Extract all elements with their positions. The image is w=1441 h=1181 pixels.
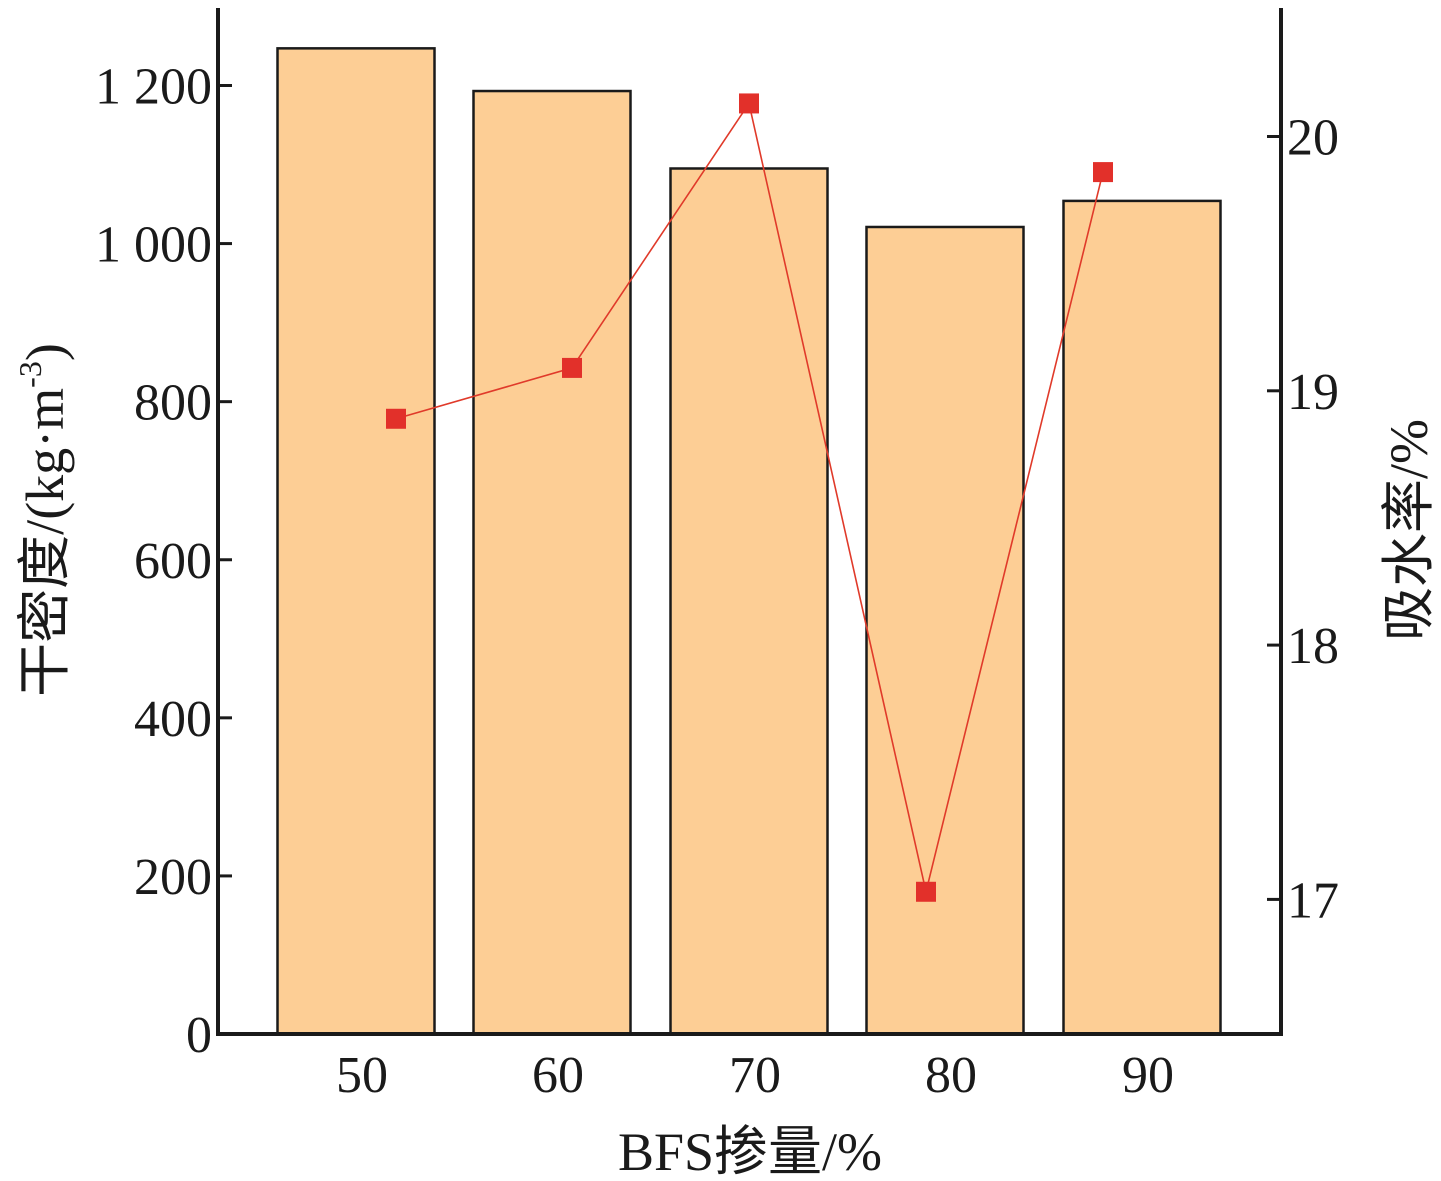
bar-80	[865, 225, 1025, 1036]
left-tick-label: 600	[134, 533, 212, 590]
line-series-group	[386, 93, 1113, 902]
water-absorption-point-80	[916, 881, 936, 902]
right-tick-label: 20	[1287, 110, 1339, 167]
water-absorption-point-60	[562, 357, 582, 378]
left-ticks-group: 0 200 400 600 800 1 000 1 200	[95, 59, 232, 1064]
left-axis-title-main: 干密度/(kg·m	[15, 388, 75, 697]
bars-group	[276, 47, 1222, 1036]
x-tick-label: 50	[336, 1047, 388, 1104]
bar-50	[276, 47, 436, 1036]
x-tick-label: 60	[532, 1047, 584, 1104]
right-tick-label: 18	[1287, 618, 1339, 675]
right-axis-title: 吸水率/%	[1379, 419, 1439, 641]
water-absorption-point-70	[739, 93, 759, 114]
x-tick-label: 80	[925, 1047, 977, 1104]
left-tick-label: 800	[134, 375, 212, 432]
water-absorption-point-50	[386, 408, 406, 429]
left-tick-label: 1 000	[95, 217, 212, 274]
x-axis-title: BFS掺量/%	[618, 1122, 882, 1181]
right-tick-label: 17	[1287, 872, 1339, 929]
left-axis-title-superscript: -3	[12, 361, 48, 388]
left-tick-label: 200	[134, 849, 212, 906]
bar-70	[669, 167, 829, 1036]
left-axis-title: 干密度/(kg·m-3)	[12, 343, 75, 697]
bar-90	[1062, 199, 1222, 1036]
left-tick-label: 400	[134, 691, 212, 748]
x-tick-label: 70	[729, 1047, 781, 1104]
x-tick-label: 90	[1122, 1047, 1174, 1104]
right-ticks-group: 17 18 19 20	[1267, 110, 1339, 929]
bar-60	[472, 89, 632, 1036]
left-axis-title-close: )	[15, 343, 75, 361]
left-tick-label: 0	[186, 1007, 212, 1064]
left-tick-label: 1 200	[95, 59, 212, 116]
water-absorption-point-90	[1093, 162, 1113, 183]
right-tick-label: 19	[1287, 364, 1339, 421]
x-ticks-group: 50 60 70 80 90	[336, 1047, 1174, 1104]
